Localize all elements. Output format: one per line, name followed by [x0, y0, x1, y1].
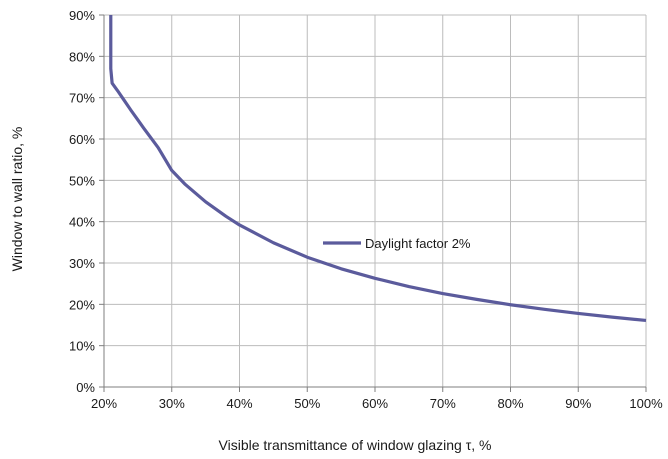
x-tick-label: 50% — [294, 396, 320, 411]
y-tick-label: 70% — [69, 91, 95, 106]
y-axis-title: Window to wall ratio, % — [9, 127, 25, 272]
y-tick-label: 40% — [69, 215, 95, 230]
series-layer — [109, 15, 647, 323]
legend: Daylight factor 2% — [323, 236, 471, 251]
y-tick-label: 30% — [69, 256, 95, 271]
x-tick-label: 60% — [362, 396, 388, 411]
y-tick-label: 90% — [69, 8, 95, 23]
y-tick-label: 0% — [76, 380, 95, 395]
y-tick-label: 20% — [69, 297, 95, 312]
axes — [99, 14, 647, 392]
x-tick-label: 40% — [226, 396, 252, 411]
y-tick-label: 60% — [69, 132, 95, 147]
x-tick-label: 100% — [629, 396, 663, 411]
x-axis-title: Visible transmittance of window glazing … — [219, 437, 492, 453]
x-tick-label: 20% — [91, 396, 117, 411]
y-tick-label: 10% — [69, 339, 95, 354]
tick-labels: 20% 30% 40% 50% 60% 70% 80% 90% 100% 0% 10% 20% 30% 4… — [69, 8, 663, 411]
series-line-daylight-factor — [109, 15, 647, 323]
legend-label: Daylight factor 2% — [365, 236, 471, 251]
y-tick-label: 50% — [69, 173, 95, 188]
grid — [104, 14, 647, 387]
x-tick-label: 90% — [565, 396, 591, 411]
y-tick-label: 80% — [69, 49, 95, 64]
x-tick-label: 80% — [497, 396, 523, 411]
x-tick-label: 30% — [159, 396, 185, 411]
x-tick-label: 70% — [430, 396, 456, 411]
